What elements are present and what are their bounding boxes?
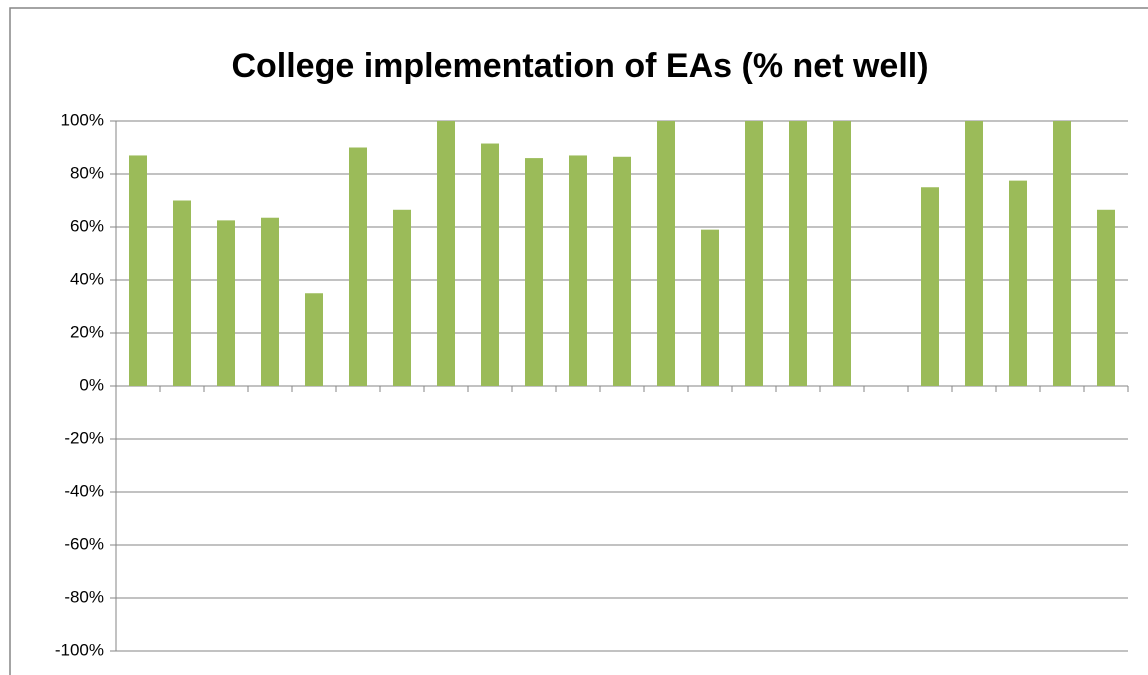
bar — [349, 147, 367, 386]
chart-title: College implementation of EAs (% net wel… — [231, 47, 928, 85]
y-tick-label: -80% — [64, 587, 104, 606]
bar — [1053, 121, 1071, 386]
y-tick-label: 100% — [61, 110, 104, 129]
bar — [261, 217, 279, 386]
y-tick-label: -100% — [55, 640, 104, 659]
bar — [173, 200, 191, 386]
bar — [745, 121, 763, 386]
y-tick-label: -60% — [64, 534, 104, 553]
y-tick-label: -40% — [64, 481, 104, 500]
bar — [965, 121, 983, 386]
bar — [305, 293, 323, 386]
bar — [393, 209, 411, 386]
bar — [481, 143, 499, 386]
bar — [525, 158, 543, 386]
bar — [613, 156, 631, 386]
bar — [129, 155, 147, 386]
y-tick-label: 80% — [70, 163, 104, 182]
bar — [437, 121, 455, 386]
y-tick-label: 20% — [70, 322, 104, 341]
bar — [789, 121, 807, 386]
bar — [217, 220, 235, 386]
y-tick-label: 60% — [70, 216, 104, 235]
bar — [569, 155, 587, 386]
bar — [657, 121, 675, 386]
bar — [701, 229, 719, 386]
y-tick-label: -20% — [64, 428, 104, 447]
y-tick-label: 0% — [79, 375, 104, 394]
bar — [1009, 180, 1027, 386]
bar — [1097, 209, 1115, 386]
bar — [921, 187, 939, 386]
bar — [833, 121, 851, 386]
y-tick-label: 40% — [70, 269, 104, 288]
